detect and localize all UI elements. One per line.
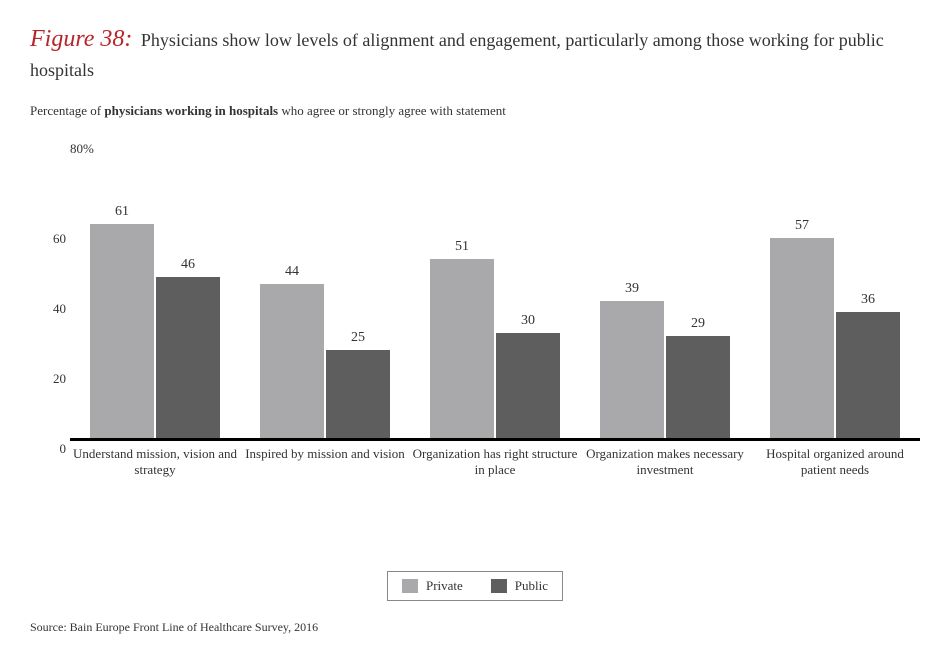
bar-value-label: 25 — [326, 330, 390, 346]
bar-group: 6146Understand mission, vision and strat… — [90, 224, 220, 438]
bar-group: 5736Hospital organized around patient ne… — [770, 238, 900, 438]
figure-title: Figure 38: Physicians show low levels of… — [30, 22, 920, 83]
bar: 30 — [496, 333, 560, 438]
bar: 46 — [156, 277, 220, 438]
y-tick: 20 — [30, 371, 66, 387]
source-citation: Source: Bain Europe Front Line of Health… — [30, 620, 318, 635]
legend-swatch-private — [402, 579, 418, 593]
bar-value-label: 61 — [90, 204, 154, 220]
bar-group: 3929Organization makes necessary investm… — [600, 301, 730, 438]
x-category-label: Organization has right structure in plac… — [410, 446, 580, 479]
x-category-label: Hospital organized around patient needs — [750, 446, 920, 479]
legend: Private Public — [387, 571, 563, 601]
bar: 61 — [90, 224, 154, 438]
bar-value-label: 51 — [430, 239, 494, 255]
legend-label-private: Private — [426, 578, 463, 594]
bar-value-label: 44 — [260, 264, 324, 280]
y-tick: 60 — [30, 231, 66, 247]
subtitle-pre: Percentage of — [30, 103, 104, 118]
legend-label-public: Public — [515, 578, 548, 594]
bar-value-label: 30 — [496, 313, 560, 329]
y-tick: 40 — [30, 301, 66, 317]
bar-value-label: 36 — [836, 292, 900, 308]
bar-value-label: 57 — [770, 218, 834, 234]
bar: 36 — [836, 312, 900, 438]
figure-title-text: Physicians show low levels of alignment … — [30, 30, 884, 80]
bar: 39 — [600, 301, 664, 438]
bar: 29 — [666, 336, 730, 438]
y-tick: 0 — [30, 441, 66, 457]
legend-item-private: Private — [402, 578, 463, 594]
figure-page: Figure 38: Physicians show low levels of… — [0, 0, 950, 665]
bar: 44 — [260, 284, 324, 438]
figure-subtitle: Percentage of physicians working in hosp… — [30, 103, 920, 119]
y-axis-top-label: 80% — [70, 141, 94, 157]
bar: 25 — [326, 350, 390, 438]
plot-area: 6146Understand mission, vision and strat… — [70, 161, 920, 441]
figure-label: Figure 38: — [30, 26, 132, 52]
x-category-label: Understand mission, vision and strategy — [70, 446, 240, 479]
bar-group: 5130Organization has right structure in … — [430, 259, 560, 438]
bar: 51 — [430, 259, 494, 438]
bar-value-label: 29 — [666, 316, 730, 332]
bar: 57 — [770, 238, 834, 438]
x-category-label: Organization makes necessary investment — [580, 446, 750, 479]
subtitle-post: who agree or strongly agree with stateme… — [278, 103, 506, 118]
bar-value-label: 46 — [156, 257, 220, 273]
bar-chart: 80% 6146Understand mission, vision and s… — [30, 141, 920, 501]
bar-group: 4425Inspired by mission and vision — [260, 284, 390, 438]
legend-item-public: Public — [491, 578, 548, 594]
x-category-label: Inspired by mission and vision — [240, 446, 410, 462]
legend-swatch-public — [491, 579, 507, 593]
subtitle-bold: physicians working in hospitals — [104, 103, 278, 118]
bar-value-label: 39 — [600, 281, 664, 297]
